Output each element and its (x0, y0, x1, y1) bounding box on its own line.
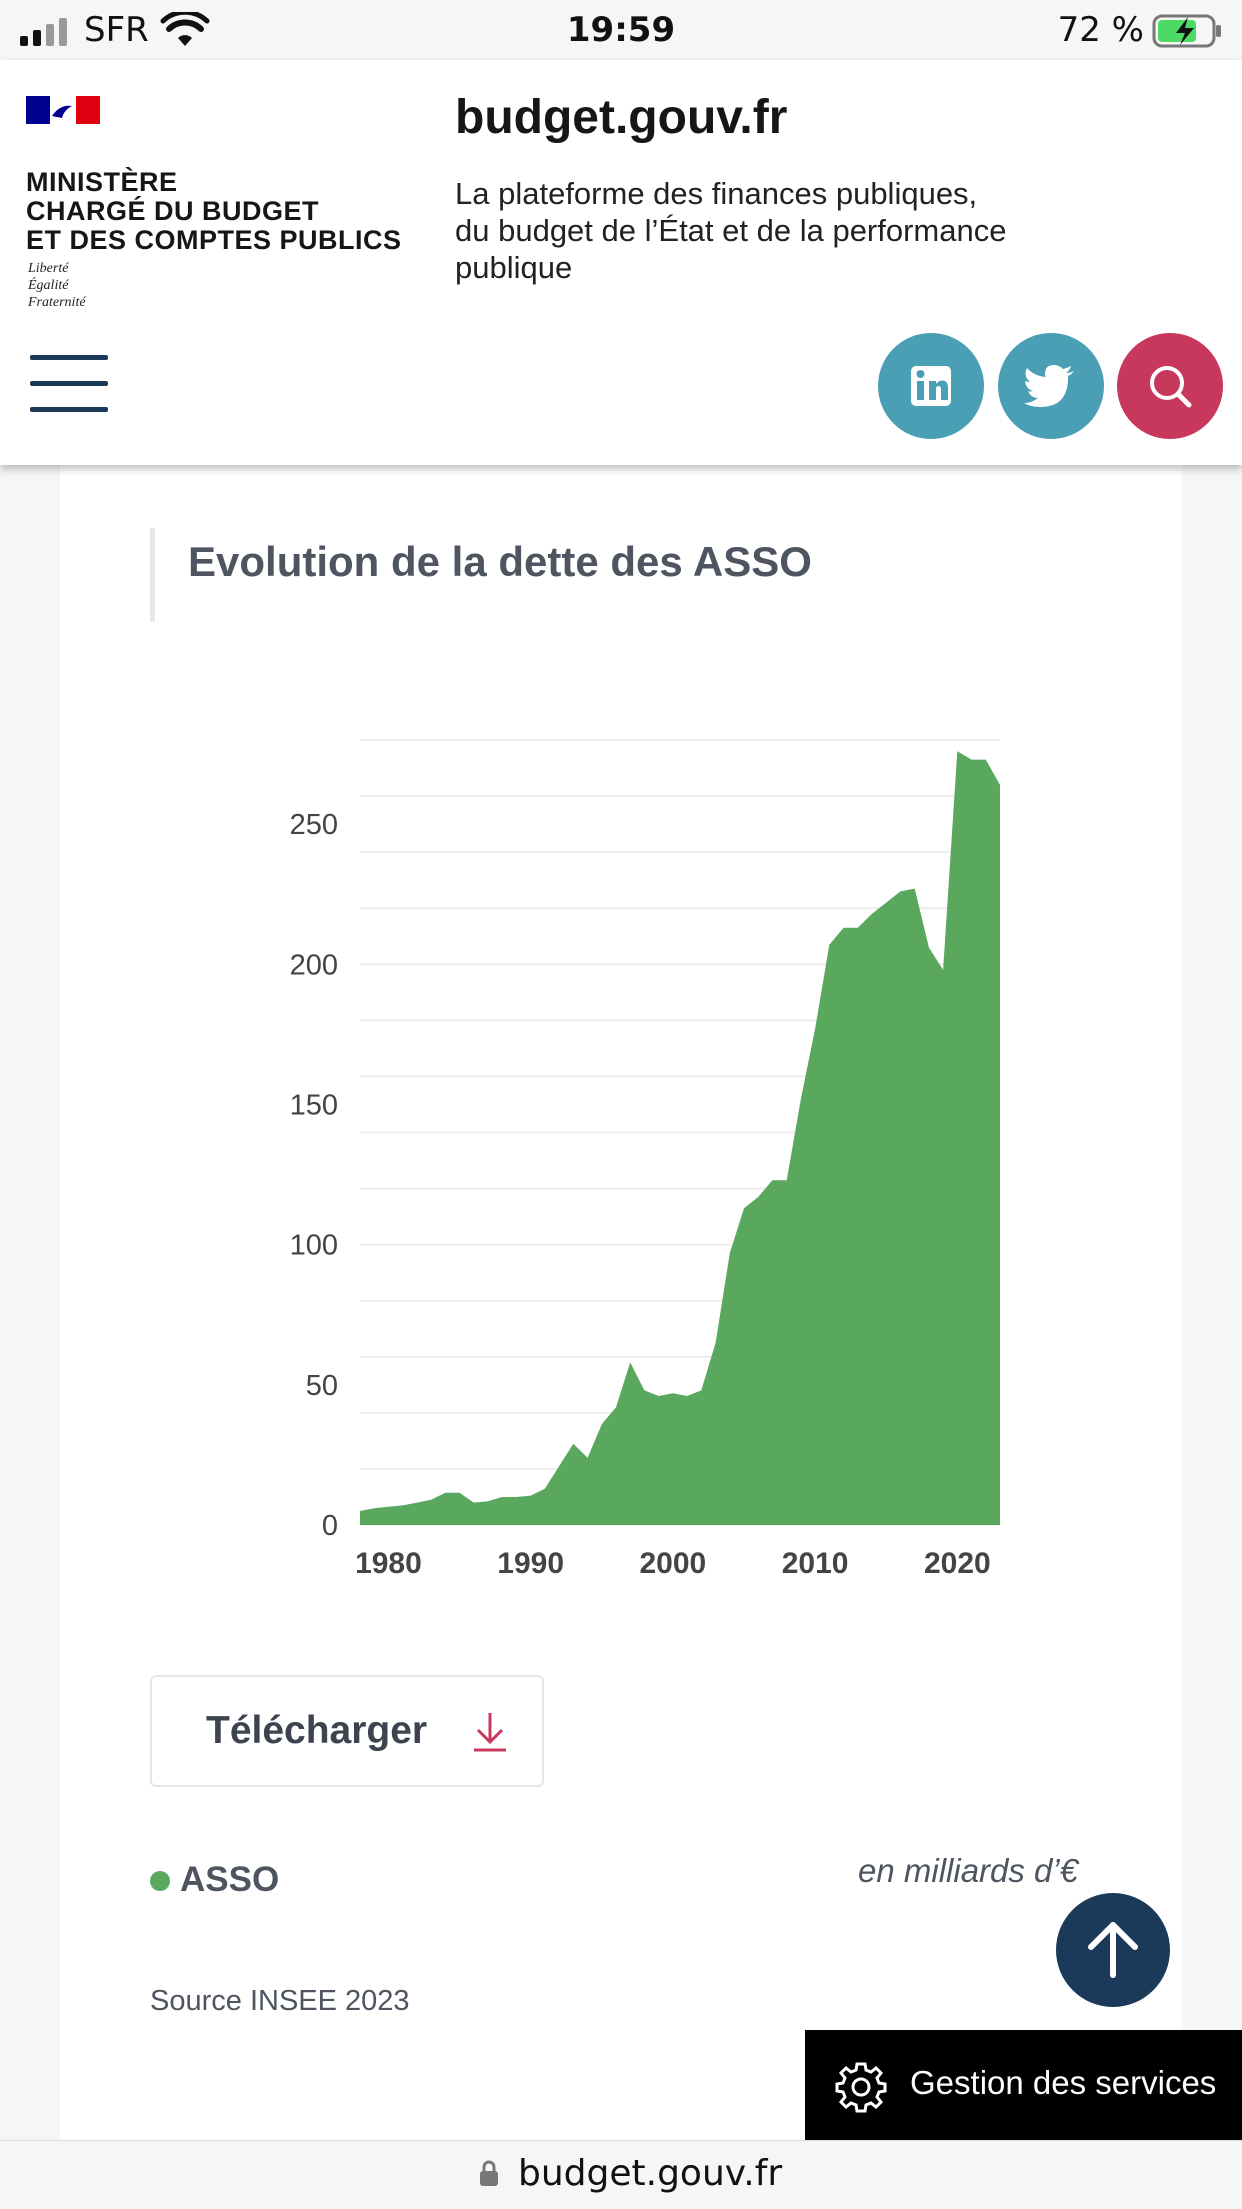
series-area-asso[interactable] (360, 751, 1000, 1525)
hamburger-icon-line (30, 381, 108, 386)
gear-icon (833, 2059, 889, 2115)
status-bar: SFR 19:59 72 % (0, 0, 1242, 60)
x-tick-label: 2000 (640, 1547, 707, 1580)
search-button[interactable] (1117, 333, 1223, 439)
clock: 19:59 (0, 10, 1242, 50)
x-tick-label: 2020 (924, 1547, 991, 1580)
download-button[interactable]: Télécharger (150, 1675, 544, 1787)
y-tick-label: 250 (290, 809, 338, 841)
site-title[interactable]: budget.gouv.fr (455, 90, 787, 145)
twitter-icon (998, 333, 1104, 439)
linkedin-icon (878, 333, 984, 439)
site-header: MINISTÈRE CHARGÉ DU BUDGET ET DES COMPTE… (0, 60, 1242, 465)
arrow-up-icon (1056, 1893, 1170, 2007)
x-tick-label: 1980 (355, 1547, 422, 1580)
chart-title: Evolution de la dette des ASSO (188, 538, 812, 586)
download-icon (470, 1711, 510, 1753)
chart-area-layer (360, 751, 1000, 1525)
legend-dot (150, 1871, 170, 1891)
chart-y-axis: 0 50 100 150 200 250 (290, 809, 338, 1542)
linkedin-button[interactable] (878, 333, 984, 439)
download-label: Télécharger (206, 1709, 427, 1753)
chart-heading: Evolution de la dette des ASSO (150, 528, 155, 622)
search-icon (1117, 333, 1223, 439)
marianne-flag-icon (26, 96, 100, 124)
back-to-top-button[interactable] (1056, 1893, 1170, 2007)
republic-motto: Liberté Égalité Fraternité (28, 260, 86, 311)
services-label: Gestion des services (910, 2064, 1216, 2102)
hamburger-icon (30, 355, 108, 360)
hamburger-menu-button[interactable] (30, 355, 108, 413)
hamburger-icon-line (30, 407, 108, 412)
chart-card: Evolution de la dette des ASSO 0 50 100 150… (60, 440, 1182, 2140)
x-tick-label: 2010 (782, 1547, 849, 1580)
y-tick-label: 50 (306, 1370, 338, 1402)
lock-icon (478, 2159, 500, 2187)
y-tick-label: 200 (290, 949, 338, 981)
battery-icon (1152, 14, 1224, 48)
browser-url-bar[interactable]: budget.gouv.fr (0, 2140, 1242, 2209)
unit-label: en milliards d’€ (858, 1852, 1078, 1890)
x-tick-label: 1990 (497, 1547, 564, 1580)
site-tagline: La plateforme des finances publiques, du… (455, 175, 1155, 286)
source-label: Source INSEE 2023 (150, 1985, 410, 2018)
y-tick-label: 0 (322, 1510, 338, 1542)
ministry-name: MINISTÈRE CHARGÉ DU BUDGET ET DES COMPTE… (26, 168, 426, 255)
battery-percentage: 72 % (1058, 10, 1144, 50)
url-text: budget.gouv.fr (518, 2153, 782, 2194)
debt-area-chart: 0 50 100 150 200 250 1980 1990 2000 2010 2020 (210, 720, 1030, 1580)
y-tick-label: 100 (290, 1230, 338, 1262)
twitter-button[interactable] (998, 333, 1104, 439)
services-management-button[interactable]: Gestion des services (805, 2030, 1242, 2140)
y-tick-label: 150 (290, 1089, 338, 1121)
legend-label-asso: ASSO (180, 1860, 279, 1900)
chart-x-axis: 1980 1990 2000 2010 2020 (355, 1547, 991, 1580)
